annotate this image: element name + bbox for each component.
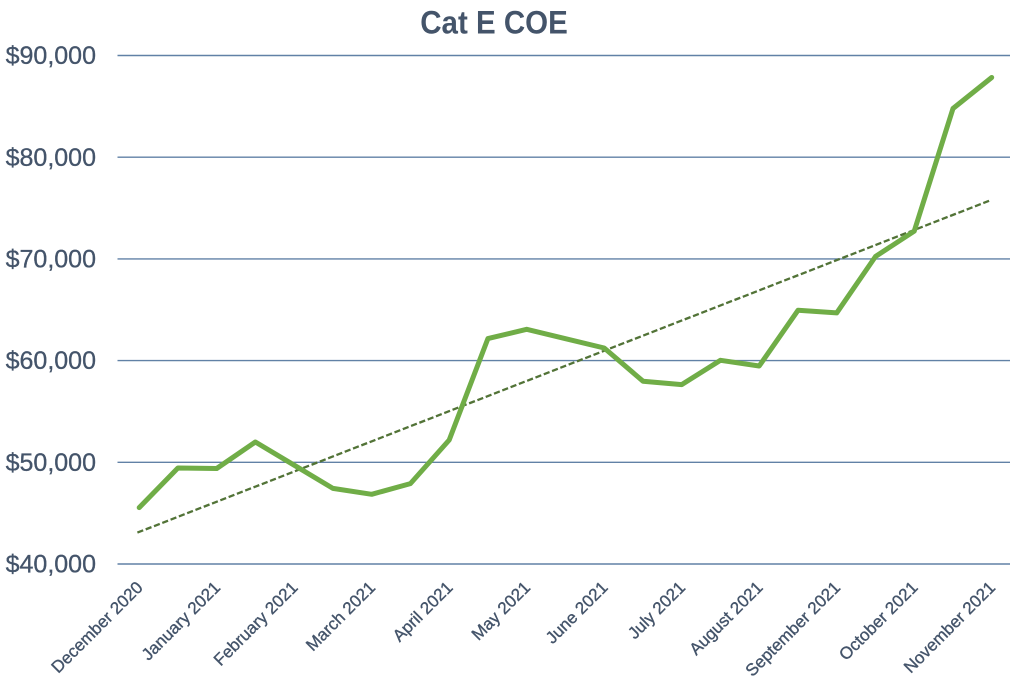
svg-text:$60,000: $60,000	[6, 347, 96, 375]
svg-text:$80,000: $80,000	[6, 144, 96, 172]
svg-text:$90,000: $90,000	[6, 42, 96, 70]
svg-text:$40,000: $40,000	[6, 551, 96, 579]
svg-text:Cat E COE: Cat E COE	[420, 4, 567, 41]
svg-text:$50,000: $50,000	[6, 449, 96, 477]
svg-text:$70,000: $70,000	[6, 246, 96, 274]
